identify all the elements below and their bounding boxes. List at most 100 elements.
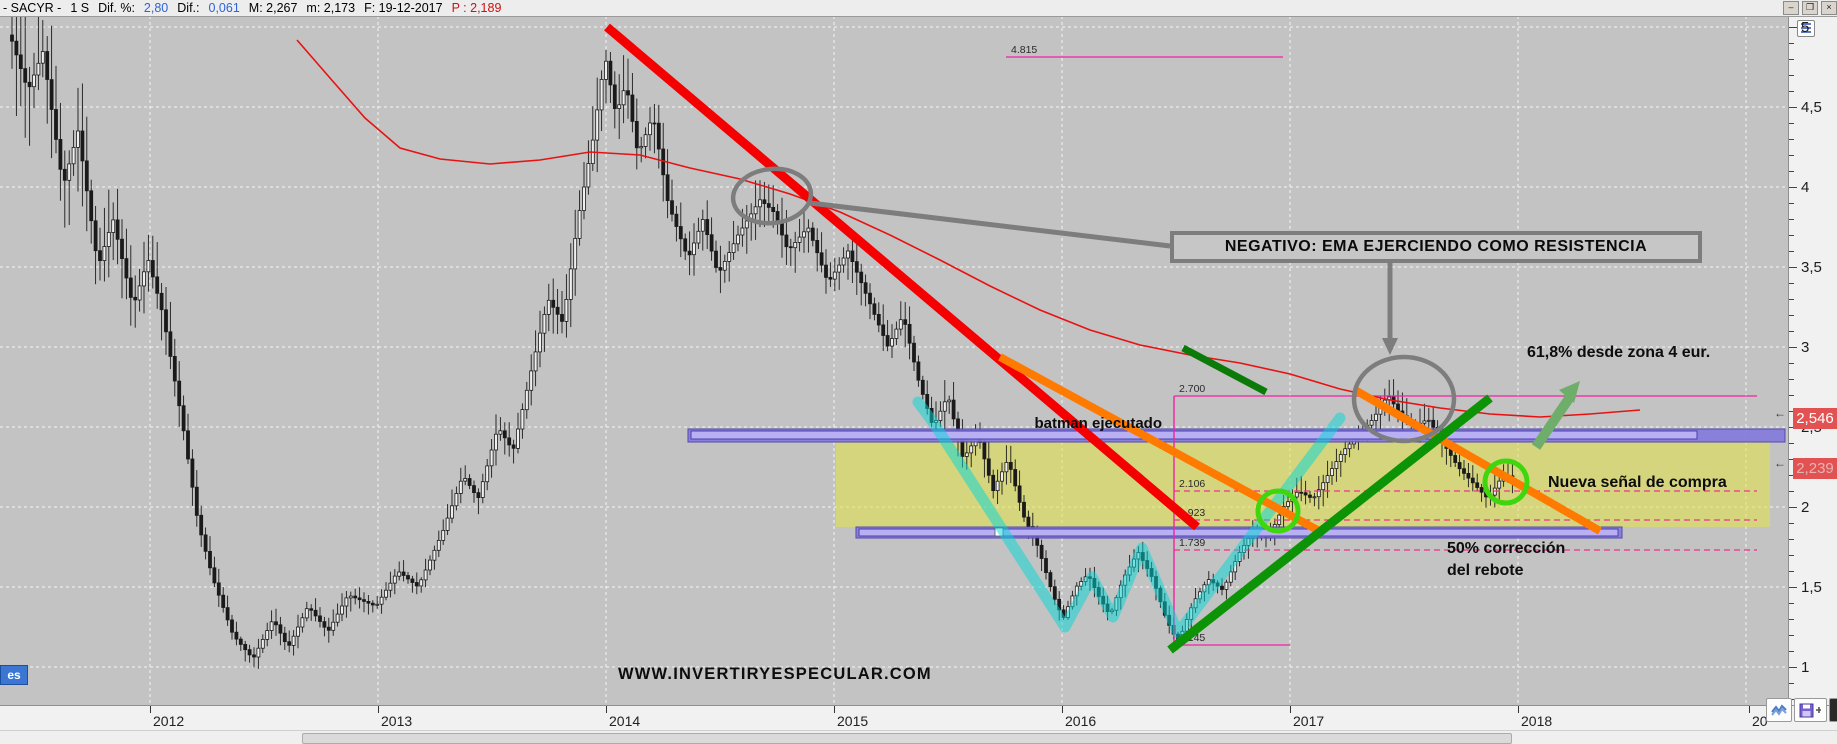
price-tick (1789, 395, 1794, 396)
year-label: 2013 (381, 713, 413, 729)
price-tick (1789, 283, 1794, 284)
year-tick (150, 706, 151, 713)
year-label: 2017 (1293, 713, 1325, 729)
price-tick-label: 2 (1801, 499, 1810, 516)
titlebar-segment: Dif. %: (98, 1, 135, 15)
save-icon (1799, 703, 1813, 717)
svg-text:2.106: 2.106 (1179, 478, 1205, 490)
svg-text:2.700: 2.700 (1179, 383, 1205, 395)
year-tick (1062, 706, 1063, 713)
year-label: 20 (1752, 713, 1768, 729)
price-tick (1789, 75, 1794, 76)
year-tick (1749, 706, 1750, 713)
titlebar-segment: 2,80 (143, 1, 169, 15)
titlebar-segment: M: 2,267 (248, 1, 298, 15)
instrument-status-line: - SACYR - 1 S Dif. %: 2,80 Dif.: 0,061 M: 2,26… (3, 1, 510, 15)
zigzag-icon (1771, 704, 1787, 716)
price-tick (1789, 571, 1794, 572)
year-label: 2014 (609, 713, 641, 729)
svg-text:1.739: 1.739 (1179, 537, 1205, 549)
price-tick (1789, 43, 1794, 44)
price-tick (1789, 187, 1797, 188)
titlebar-segment: 1 S (70, 1, 90, 15)
price-tick (1789, 331, 1794, 332)
price-tick (1789, 539, 1794, 540)
price-tick (1789, 683, 1794, 684)
price-tick (1789, 523, 1794, 524)
price-tick (1789, 235, 1794, 236)
year-tick (606, 706, 607, 713)
titlebar-segment: m: 2,173 (306, 1, 356, 15)
price-tick-label: 3,5 (1801, 259, 1822, 276)
corner-tool-button[interactable] (1829, 698, 1837, 722)
titlebar: - SACYR - 1 S Dif. %: 2,80 Dif.: 0,061 M: 2,26… (0, 0, 1837, 17)
price-alert-badge: 2,239 (1793, 458, 1837, 479)
price-tick (1789, 107, 1797, 108)
year-label: 2015 (837, 713, 869, 729)
year-tick (1290, 706, 1291, 713)
zoom-curve-button[interactable] (1766, 698, 1792, 722)
price-tick (1789, 651, 1794, 652)
price-tick-label: 5 (1801, 19, 1810, 36)
price-tick (1789, 507, 1797, 508)
pin-icon (1815, 706, 1821, 713)
price-tick (1789, 603, 1794, 604)
price-tick (1789, 459, 1794, 460)
price-tick (1789, 59, 1794, 60)
price-tick-label: 4 (1801, 179, 1810, 196)
price-tick (1789, 347, 1797, 348)
save-layout-button[interactable] (1794, 698, 1827, 722)
year-label: 2018 (1521, 713, 1553, 729)
horizontal-scrollbar (0, 730, 1837, 744)
titlebar-segment: F: 19-12-2017 (364, 1, 443, 15)
year-label: 2016 (1065, 713, 1097, 729)
price-tick (1789, 587, 1797, 588)
time-axis[interactable]: 2012 2013 2014 2015 2016 2017 2018 20 (0, 705, 1837, 731)
price-tick-label: 1,5 (1801, 579, 1822, 596)
price-alert-badge: 2,546 (1793, 408, 1837, 429)
price-tick (1789, 139, 1794, 140)
price-tick (1789, 91, 1794, 92)
price-tick (1789, 363, 1794, 364)
price-tick (1789, 171, 1794, 172)
year-tick (1518, 706, 1519, 713)
price-tick (1789, 379, 1794, 380)
price-axis[interactable]: 2,546 2,239 54,543,532,521,51 (1788, 16, 1837, 705)
year-label: 2012 (153, 713, 185, 729)
price-tick (1789, 219, 1794, 220)
price-tick (1789, 667, 1797, 668)
price-tick (1789, 411, 1794, 412)
price-tick (1789, 203, 1794, 204)
price-tick (1789, 619, 1794, 620)
window-buttons: – ❒ × (1780, 1, 1837, 15)
price-tick (1789, 491, 1794, 492)
price-tick (1789, 27, 1797, 28)
price-tick (1789, 123, 1794, 124)
price-tick (1789, 315, 1794, 316)
price-tick (1789, 443, 1794, 444)
price-tick (1789, 267, 1797, 268)
close-button[interactable]: × (1821, 1, 1837, 15)
titlebar-segment: - SACYR - (3, 1, 62, 15)
svg-text:4.815: 4.815 (1011, 44, 1037, 56)
titlebar-segment: Dif.: (177, 1, 200, 15)
titlebar-segment: 0,061 (208, 1, 240, 15)
price-tick (1789, 299, 1794, 300)
maximize-button[interactable]: ❒ (1802, 1, 1818, 15)
price-scale-settings-button[interactable] (1797, 20, 1815, 37)
price-tick (1789, 155, 1794, 156)
price-tick (1789, 475, 1794, 476)
es-language-badge[interactable]: es (0, 665, 28, 685)
price-tick (1789, 555, 1794, 556)
price-tick (1789, 251, 1794, 252)
price-tick (1789, 635, 1794, 636)
year-tick (834, 706, 835, 713)
titlebar-segment: P : 2,189 (451, 1, 502, 15)
minimize-button[interactable]: – (1783, 1, 1799, 15)
scrollbar-thumb[interactable] (302, 733, 1512, 744)
price-tick-label: 1 (1801, 659, 1810, 676)
price-tick-label: 4,5 (1801, 99, 1822, 116)
year-tick (378, 706, 379, 713)
